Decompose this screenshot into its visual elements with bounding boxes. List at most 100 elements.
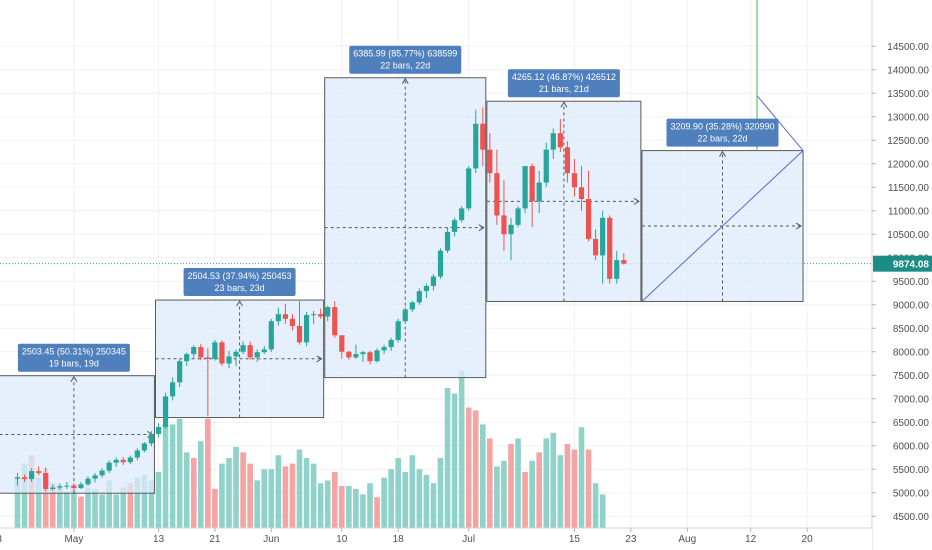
candle-body[interactable] xyxy=(374,350,380,362)
price-axis[interactable]: 14500.00 14000.00 13500.00 13000.00 12500.00… xyxy=(871,0,932,550)
candle-body[interactable] xyxy=(254,352,260,358)
candle-body[interactable] xyxy=(247,345,253,358)
candle-body[interactable] xyxy=(212,342,218,359)
candle-body[interactable] xyxy=(233,351,239,357)
candle-body[interactable] xyxy=(57,486,63,488)
candle-body[interactable] xyxy=(106,462,112,471)
candle-body[interactable] xyxy=(99,470,105,476)
candle-body[interactable] xyxy=(353,354,359,358)
candle-body[interactable] xyxy=(416,291,422,303)
candle-body[interactable] xyxy=(191,347,197,355)
candle-body[interactable] xyxy=(21,477,28,480)
time-tick-label: Aug xyxy=(678,534,696,545)
candle-body[interactable] xyxy=(303,315,310,343)
candle-body[interactable] xyxy=(92,475,98,479)
candle-body[interactable] xyxy=(437,250,444,277)
candle-body[interactable] xyxy=(85,478,91,485)
candle-body[interactable] xyxy=(120,459,126,463)
candle-body[interactable] xyxy=(501,215,507,235)
candle-body[interactable] xyxy=(339,335,345,352)
candle-body[interactable] xyxy=(480,123,486,150)
candle-body[interactable] xyxy=(487,149,493,174)
price-tick-label: 7500.00 xyxy=(893,371,930,382)
candle-body[interactable] xyxy=(325,307,331,317)
candle-body[interactable] xyxy=(614,260,620,279)
candle-body[interactable] xyxy=(360,352,366,355)
volume-bar xyxy=(381,477,387,528)
candle-body[interactable] xyxy=(346,351,352,358)
time-tick-label: 18 xyxy=(393,534,405,545)
candle-body[interactable] xyxy=(29,471,35,480)
candle-body[interactable] xyxy=(332,307,338,336)
time-axis[interactable]: 23 May 13 21 Jun 10 18 Jul 15 23 Aug 12 20 xyxy=(0,527,872,550)
candle-body[interactable] xyxy=(184,354,190,362)
candle-body[interactable] xyxy=(388,340,394,348)
candle-body[interactable] xyxy=(134,450,140,458)
candle-body[interactable] xyxy=(148,434,155,444)
candle-body[interactable] xyxy=(275,314,281,322)
candle-body[interactable] xyxy=(508,224,514,235)
candle-body[interactable] xyxy=(550,133,556,150)
candle-body[interactable] xyxy=(318,314,324,317)
candle-body[interactable] xyxy=(395,321,401,340)
candle-body[interactable] xyxy=(289,318,296,326)
candle-body[interactable] xyxy=(409,302,415,310)
candle-body[interactable] xyxy=(557,133,563,148)
candle-body[interactable] xyxy=(282,314,288,319)
candle-body[interactable] xyxy=(78,484,84,489)
candle-body[interactable] xyxy=(452,220,458,232)
candle-body[interactable] xyxy=(14,477,21,479)
candle-body[interactable] xyxy=(205,357,211,359)
candle-body[interactable] xyxy=(113,459,119,463)
candle-body[interactable] xyxy=(444,231,451,251)
candle-body[interactable] xyxy=(141,443,147,451)
candle-body[interactable] xyxy=(466,168,472,209)
candle-body[interactable] xyxy=(198,347,204,358)
candle-body[interactable] xyxy=(402,309,408,322)
candle-body[interactable] xyxy=(473,123,479,169)
candle-body[interactable] xyxy=(170,382,176,397)
candle-body[interactable] xyxy=(515,208,521,225)
candle-body[interactable] xyxy=(43,473,49,489)
candle-body[interactable] xyxy=(64,485,70,487)
candle-body[interactable] xyxy=(311,314,317,316)
volume-bar xyxy=(353,488,359,528)
time-tick-label: 20 xyxy=(802,534,814,545)
candle-body[interactable] xyxy=(529,166,535,202)
candle-body[interactable] xyxy=(564,147,570,174)
candle-body[interactable] xyxy=(261,349,267,353)
candle-body[interactable] xyxy=(522,166,528,209)
candle-body[interactable] xyxy=(585,199,592,239)
candle-body[interactable] xyxy=(367,352,373,362)
candle-body[interactable] xyxy=(600,217,606,256)
candle-body[interactable] xyxy=(127,457,133,463)
candle-body[interactable] xyxy=(155,426,162,434)
candle-body[interactable] xyxy=(226,356,232,364)
candle-body[interactable] xyxy=(621,260,627,264)
candle-body[interactable] xyxy=(543,149,549,183)
candle-body[interactable] xyxy=(593,238,599,256)
candle-body[interactable] xyxy=(381,347,387,351)
candle-body[interactable] xyxy=(177,361,183,383)
candlesticks[interactable] xyxy=(14,107,627,492)
candle-body[interactable] xyxy=(71,485,77,489)
candle-body[interactable] xyxy=(423,285,429,292)
candle-body[interactable] xyxy=(578,187,585,199)
candle-body[interactable] xyxy=(162,396,169,427)
candle-body[interactable] xyxy=(607,217,613,279)
candle-body[interactable] xyxy=(268,321,274,350)
candle-body[interactable] xyxy=(240,345,246,352)
candle-body[interactable] xyxy=(494,173,500,216)
candle-body[interactable] xyxy=(36,471,42,474)
candle-body[interactable] xyxy=(296,325,303,343)
candle-body[interactable] xyxy=(430,276,437,286)
volume-bar xyxy=(127,483,134,528)
candle-body[interactable] xyxy=(536,182,542,202)
candle-body[interactable] xyxy=(219,342,225,364)
volume-bar xyxy=(212,488,218,528)
candle-body[interactable] xyxy=(459,208,465,221)
candle-body[interactable] xyxy=(50,487,56,489)
candle-body[interactable] xyxy=(571,173,578,188)
